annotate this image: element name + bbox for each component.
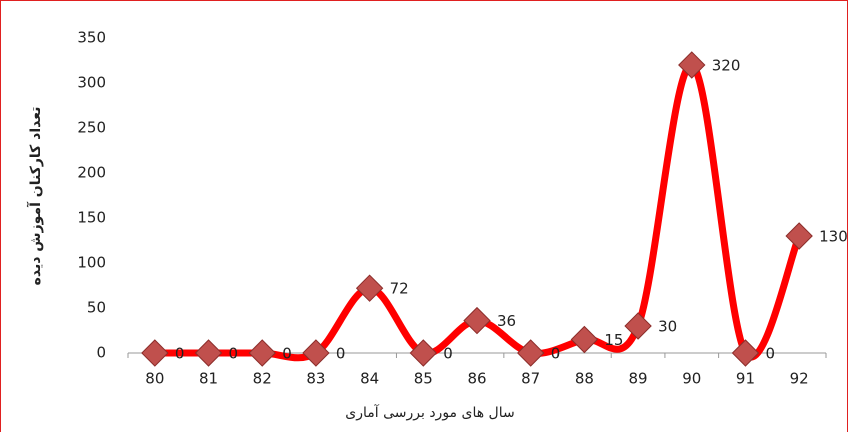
data-label: 0 <box>282 345 292 363</box>
x-tick-label: 85 <box>414 370 433 388</box>
marker <box>785 222 813 250</box>
marker <box>355 274 384 302</box>
data-label: 72 <box>390 280 409 298</box>
y-tick-label: 0 <box>96 344 106 362</box>
marker <box>516 339 545 367</box>
marker <box>463 306 491 335</box>
marker <box>302 339 330 367</box>
data-label: 36 <box>497 312 516 330</box>
marker <box>141 339 169 367</box>
data-label: 0 <box>175 345 185 363</box>
marker <box>409 339 438 367</box>
x-tick-label: 87 <box>521 370 540 388</box>
x-tick-label: 80 <box>145 370 164 388</box>
marker <box>570 325 599 354</box>
data-label: 0 <box>551 345 561 363</box>
marker <box>248 339 276 367</box>
x-tick-label: 89 <box>629 370 648 388</box>
data-label: 0 <box>229 345 239 363</box>
x-tick-label: 91 <box>736 370 755 388</box>
data-label: 30 <box>658 318 677 336</box>
y-tick-label: 50 <box>87 299 106 317</box>
x-tick-label: 82 <box>253 370 272 388</box>
x-tick-label: 90 <box>682 370 701 388</box>
x-tick-label: 88 <box>575 370 594 388</box>
marker <box>731 339 760 367</box>
data-label: 0 <box>765 345 775 363</box>
x-axis-title: سال های مورد بررسی آماری <box>345 404 514 421</box>
data-label: 15 <box>604 331 623 349</box>
data-label: 130 <box>819 228 848 246</box>
marker <box>624 312 652 340</box>
x-tick-label: 83 <box>306 370 325 388</box>
y-tick-label: 300 <box>77 74 106 92</box>
y-tick-label: 100 <box>77 254 106 272</box>
x-tick-label: 92 <box>790 370 809 388</box>
y-axis-title: تعداد کارکنان آموزش دیده <box>26 107 44 286</box>
marker <box>678 51 706 79</box>
x-tick-label: 86 <box>467 370 486 388</box>
x-tick-label: 84 <box>360 370 379 388</box>
data-label: 0 <box>336 345 346 363</box>
x-tick-label: 81 <box>199 370 218 388</box>
y-tick-label: 350 <box>77 29 106 47</box>
y-tick-label: 250 <box>77 119 106 137</box>
data-label: 0 <box>443 345 453 363</box>
y-tick-label: 200 <box>77 164 106 182</box>
y-tick-label: 150 <box>77 209 106 227</box>
data-label: 320 <box>712 57 741 75</box>
marker <box>194 339 223 367</box>
